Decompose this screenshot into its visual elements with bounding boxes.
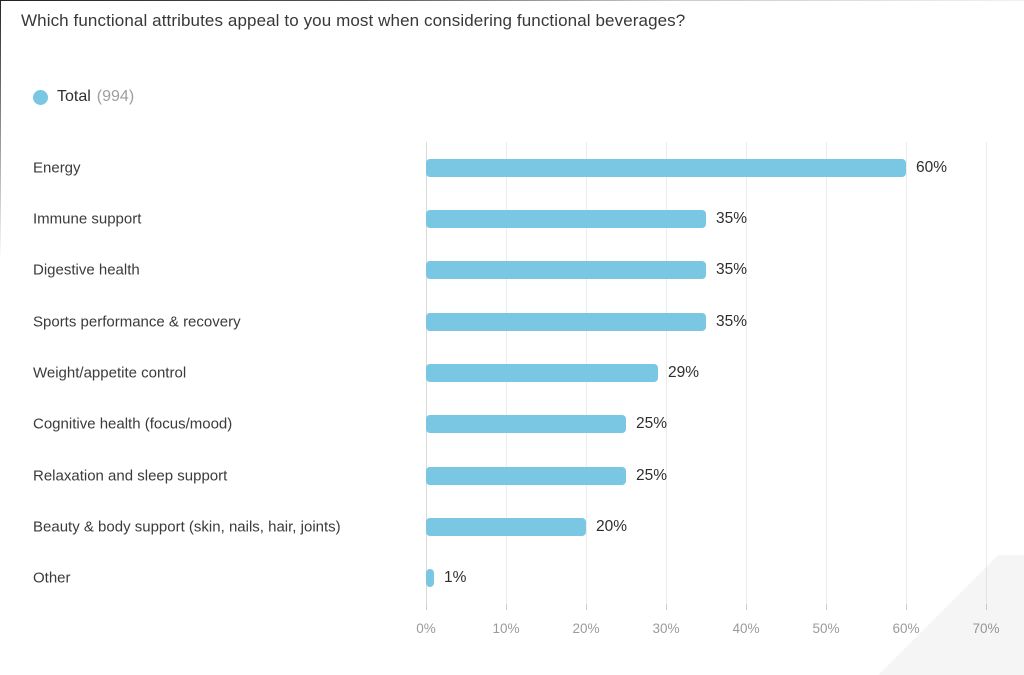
bar[interactable]: [426, 363, 658, 382]
category-label: Other: [33, 569, 71, 587]
bar[interactable]: [426, 466, 626, 485]
x-axis-tick-label: 60%: [892, 621, 920, 636]
chart-row: Digestive health 35%: [0, 245, 1024, 296]
gridline: [746, 142, 747, 604]
bar-group: 1%: [426, 569, 467, 588]
x-axis-tick: [986, 604, 987, 610]
legend[interactable]: Total (994): [33, 88, 134, 106]
bar-group: 25%: [426, 466, 668, 485]
category-label: Digestive health: [33, 261, 140, 279]
chart-row: Energy 60%: [0, 142, 1024, 193]
x-axis-tick: [506, 604, 507, 610]
x-axis-tick: [586, 604, 587, 610]
x-axis-tick: [426, 604, 427, 610]
chart-row: Cognitive health (focus/mood) 25%: [0, 399, 1024, 450]
x-axis-tick-label: 20%: [572, 621, 600, 636]
gridline: [986, 142, 987, 604]
chart-row: Weight/appetite control 29%: [0, 347, 1024, 398]
chart-row: Sports performance & recovery 35%: [0, 296, 1024, 347]
bar-value-label: 35%: [716, 312, 748, 330]
bar-chart: Energy 60% Immune support 35% Digestive heal…: [0, 142, 1024, 636]
screenshot-top-edge-artifact: [0, 0, 1024, 1]
chart-row: Relaxation and sleep support 25%: [0, 450, 1024, 501]
bar-group: 25%: [426, 415, 668, 434]
bar-group: 20%: [426, 517, 628, 536]
bar[interactable]: [426, 312, 706, 331]
bar-value-label: 29%: [668, 363, 700, 381]
bar[interactable]: [426, 158, 906, 177]
x-axis-tick-label: 40%: [732, 621, 760, 636]
category-label: Relaxation and sleep support: [33, 467, 228, 485]
bar-group: 60%: [426, 158, 948, 177]
legend-series-label: Total: [57, 88, 91, 105]
bar-value-label: 25%: [636, 466, 668, 484]
bar[interactable]: [426, 517, 586, 536]
x-axis-tick-label: 10%: [492, 621, 520, 636]
x-axis-tick: [666, 604, 667, 610]
category-label: Weight/appetite control: [33, 364, 187, 382]
bar-value-label: 60%: [916, 158, 948, 176]
x-axis-tick-label: 0%: [416, 621, 436, 636]
bar-value-label: 25%: [636, 415, 668, 433]
bar[interactable]: [426, 261, 706, 280]
category-label: Sports performance & recovery: [33, 313, 241, 331]
chart-title: Which functional attributes appeal to yo…: [21, 11, 686, 30]
chart-row: Beauty & body support (skin, nails, hair…: [0, 501, 1024, 552]
x-axis-tick: [746, 604, 747, 610]
x-axis-tick: [826, 604, 827, 610]
x-axis-tick-label: 50%: [812, 621, 840, 636]
bar-value-label: 35%: [716, 261, 748, 279]
bar-group: 35%: [426, 312, 748, 331]
gridline: [666, 142, 667, 604]
bar-group: 29%: [426, 363, 700, 382]
x-axis-tick-label: 70%: [972, 621, 1000, 636]
bar[interactable]: [426, 209, 706, 228]
bar-group: 35%: [426, 209, 748, 228]
bar[interactable]: [426, 415, 626, 434]
legend-swatch-icon: [33, 89, 48, 105]
bar-value-label: 20%: [596, 517, 628, 535]
screenshot-left-edge-artifact: [0, 0, 1, 260]
x-axis-tick: [906, 604, 907, 610]
gridline: [906, 142, 907, 604]
gridline: [826, 142, 827, 604]
bar-value-label: 1%: [444, 569, 467, 587]
legend-series-count: (994): [96, 88, 135, 105]
bar-value-label: 35%: [716, 209, 748, 227]
category-label: Energy: [33, 159, 81, 177]
x-axis-tick-label: 30%: [652, 621, 680, 636]
bar[interactable]: [426, 569, 434, 588]
chart-rows: Energy 60% Immune support 35% Digestive heal…: [0, 142, 1024, 604]
bar-group: 35%: [426, 261, 748, 280]
category-label: Cognitive health (focus/mood): [33, 415, 233, 433]
chart-row: Immune support 35%: [0, 193, 1024, 244]
chart-row: Other 1%: [0, 553, 1024, 604]
category-label: Immune support: [33, 210, 142, 228]
category-label: Beauty & body support (skin, nails, hair…: [33, 518, 341, 536]
